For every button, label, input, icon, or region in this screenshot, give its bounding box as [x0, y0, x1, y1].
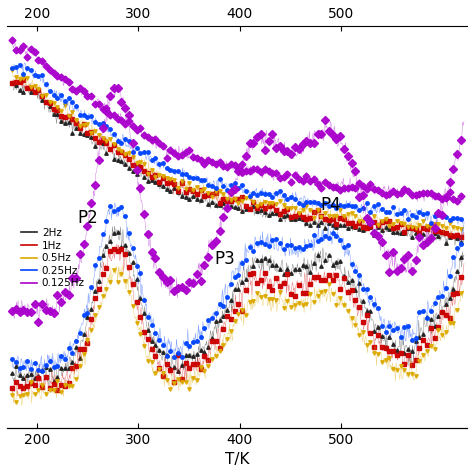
- Text: P2: P2: [78, 210, 99, 228]
- Legend: 2Hz, 1Hz, 0.5Hz, 0.25Hz, 0.125Hz: 2Hz, 1Hz, 0.5Hz, 0.25Hz, 0.125Hz: [17, 224, 89, 292]
- X-axis label: T/K: T/K: [225, 452, 249, 467]
- Text: P3: P3: [214, 249, 235, 267]
- Text: P4: P4: [320, 196, 341, 214]
